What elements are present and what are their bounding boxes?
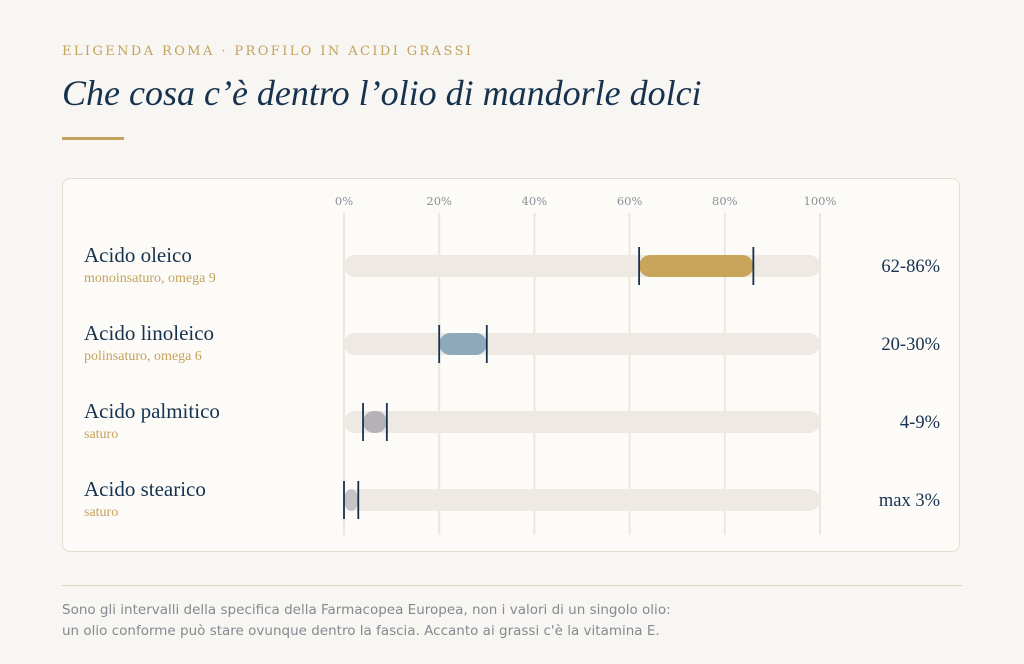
range-track (344, 489, 820, 511)
page-title: Che cosa c’è dentro l’olio di mandorle d… (62, 73, 702, 113)
category-subtitle: monoinsaturo, omega 9 (84, 271, 216, 286)
chart-card: 0% 20% 40% 60% 80% 100% Acido oleico monoinsatu… (62, 178, 960, 552)
eyebrow: ELIGENDA ROMA · PROFILO IN ACIDI GRASSI (62, 44, 474, 59)
category-subtitle: saturo (84, 427, 118, 442)
x-tick-label: 80% (712, 194, 738, 208)
x-tick-label: 20% (426, 194, 452, 208)
x-tick-label: 0% (335, 194, 353, 208)
value-label: 62-86% (881, 257, 940, 277)
category-label: Acido oleico (84, 243, 192, 267)
range-bar (344, 489, 359, 511)
category-label: Acido palmitico (84, 399, 220, 423)
x-tick-label: 100% (804, 194, 837, 208)
footnote-line-1: Sono gli intervalli della specifica dell… (62, 602, 671, 618)
value-label: 20-30% (881, 335, 940, 355)
value-label: max 3% (879, 491, 940, 511)
category-subtitle: polinsaturo, omega 6 (84, 349, 202, 364)
range-track (344, 333, 820, 355)
title-accent-rule (62, 137, 124, 140)
divider (62, 585, 962, 586)
category-label: Acido linoleico (84, 321, 214, 345)
footnote-line-2: un olio conforme può stare ovunque dentr… (62, 623, 660, 639)
range-bar (363, 411, 387, 433)
x-tick-label: 40% (522, 194, 548, 208)
category-label: Acido stearico (84, 477, 206, 501)
range-track (344, 411, 820, 433)
range-bar (439, 333, 487, 355)
category-subtitle: saturo (84, 505, 118, 520)
range-chart: 0% 20% 40% 60% 80% 100% Acido oleico monoinsatu… (84, 194, 940, 535)
footnote: Sono gli intervalli della specifica dell… (62, 600, 822, 642)
x-tick-label: 60% (617, 194, 643, 208)
range-bar (639, 255, 754, 277)
value-label: 4-9% (900, 413, 940, 433)
